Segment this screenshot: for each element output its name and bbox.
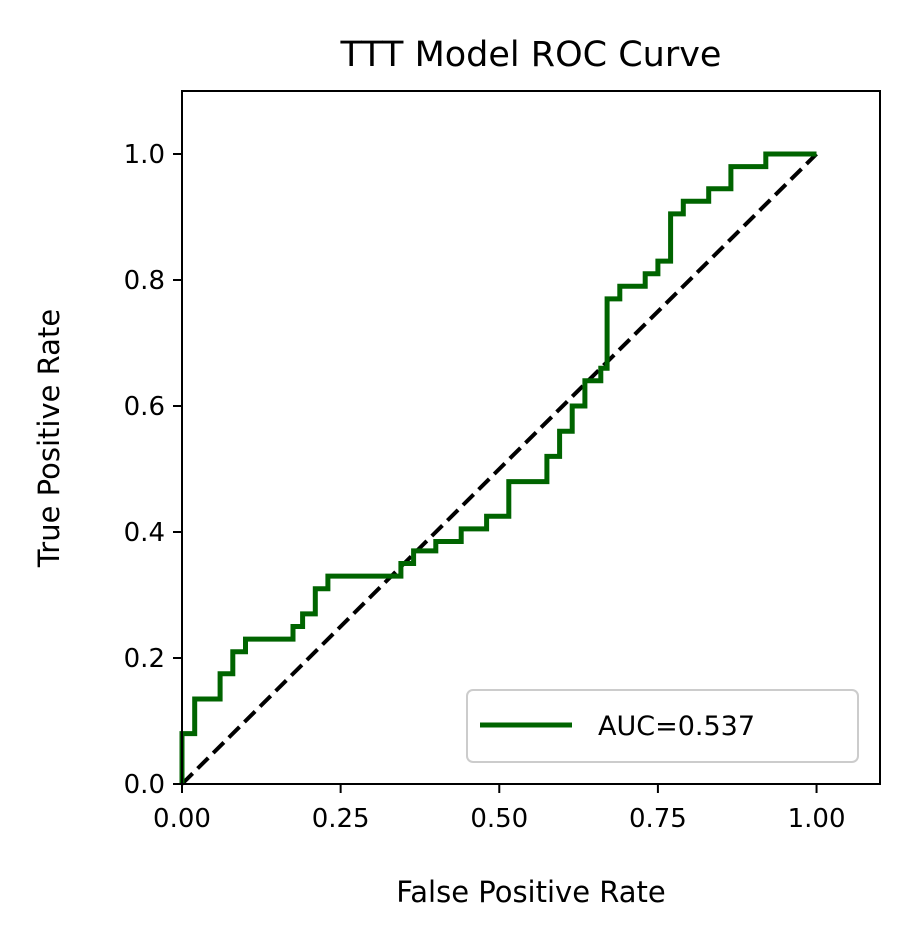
x-tick-label: 0.75: [629, 804, 687, 834]
legend: AUC=0.537: [466, 689, 859, 763]
y-tick-label: 0.8: [124, 266, 165, 296]
roc-curve: [179, 151, 817, 784]
y-tick-label: 0.6: [124, 392, 165, 422]
chance-line: [180, 152, 818, 786]
x-axis-label: False Positive Rate: [396, 875, 666, 909]
series-layer: [179, 151, 818, 786]
y-axis-label: True Positive Rate: [32, 309, 66, 568]
plot-frame: [181, 90, 881, 785]
x-tick-label: 1.00: [788, 804, 846, 834]
y-tick-label: 0.4: [124, 518, 165, 548]
legend-frame: [466, 689, 859, 763]
y-tick-label: 1.0: [124, 140, 165, 170]
x-axis: 0.00 0.25 0.50 0.75 1.00: [153, 784, 845, 834]
x-tick-label: 0.00: [153, 804, 211, 834]
x-tick-label: 0.50: [470, 804, 528, 834]
x-tick-label: 0.25: [312, 804, 370, 834]
chart-title: TTT Model ROC Curve: [340, 35, 722, 75]
y-tick-label: 0.0: [124, 770, 165, 800]
legend-label-auc: AUC=0.537: [598, 711, 755, 742]
y-axis: 0.0 0.2 0.4 0.6 0.8 1.0: [124, 140, 182, 800]
y-tick-label: 0.2: [124, 644, 165, 674]
